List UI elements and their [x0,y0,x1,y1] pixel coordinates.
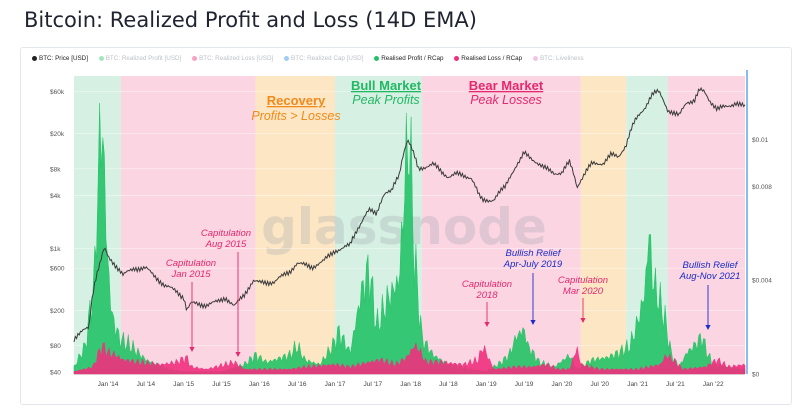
y-tick-label: $80 [50,343,61,350]
legend-dot [192,56,198,61]
annotation-cap2015aug-arrow-head [235,352,241,357]
x-tick-label: Jan '16 [249,381,270,388]
annotation-relief2019-line1: Bullish Relief [506,248,562,259]
phase-band-bear [120,76,256,374]
x-tick-label: Jan '14 [98,381,119,388]
legend-label: BTC: Realized Loss [USD] [199,55,274,62]
annotation-cap2015jan-line2: Jan 2015 [170,269,211,280]
x-tick-label: Jan '15 [173,381,194,388]
x-tick-label: Jul '20 [590,381,609,388]
y-tick-label: $40 [50,370,61,377]
annotation-cap2020-line1: Capitulation [558,275,608,286]
annotation-relief2019-line2: Apr-July 2019 [503,259,563,270]
y2-tick-label: $0.01 [752,137,769,144]
phase-band-bear [421,76,581,374]
price-series [73,86,746,343]
axes: $40 $80 $200 $600 $1k $4k $8k $20k $60k $0 $0.004 $… [50,70,772,388]
annotation-relief2021-line1: Bullish Relief [683,260,739,271]
annotation-relief2021-line2: Aug-Nov 2021 [679,271,741,282]
y-tick-label: $8k [50,166,61,173]
x-tick-label: Jul '17 [364,381,383,388]
phase-band-recovery [255,76,335,374]
legend-label: BTC: Realized Cap [USD] [291,55,364,62]
annotation-cap2020-line2: Mar 2020 [563,286,604,297]
legend-dot [32,56,37,61]
y2-tick-label: $0.008 [752,184,772,191]
phase-band-bear [667,76,745,374]
annotation-cap2020-arrow-head [580,318,586,323]
x-tick-label: Jan '18 [400,381,421,388]
legend-item-realized-profit[interactable]: BTC: Realized Profit [USD] [98,55,182,62]
x-tick-label: Jul '21 [666,381,685,388]
legend-item-price[interactable]: BTC: Price [USD] [32,55,88,62]
legend-dot [374,56,380,61]
annotation-cap2015jan-line1: Capitulation [166,258,216,269]
loss-rcap-area [73,341,746,375]
annotation-bull-subtitle: Peak Profits [352,93,419,107]
legend-dot [98,56,104,61]
phase-band-recovery [580,76,627,374]
legend-item-realized-cap[interactable]: BTC: Realized Cap [USD] [284,55,363,62]
annotation-relief2021-arrow-head [705,325,711,330]
legend-label: BTC: Realized Profit [USD] [105,55,182,62]
annotation-cap2018-arrow-head [484,322,490,327]
x-tick-label: Jul '14 [137,381,156,388]
annotation-bull-title: Bull Market [351,78,422,93]
y-tick-label: $60k [50,89,65,96]
annotation-relief2019-arrow-head [530,320,536,325]
annotation-cap2015aug-line1: Capitulation [201,228,251,239]
page-title: Bitcoin: Realized Profit and Loss (14D E… [24,8,477,32]
x-tick-label: Jan '17 [325,381,346,388]
y-tick-label: $1k [50,246,61,253]
y-tick-label: $4k [50,193,61,200]
annotation-cap2015aug-line2: Aug 2015 [205,239,247,250]
y-tick-label: $600 [50,266,65,273]
annotation-cap2018-line2: 2018 [475,290,498,301]
x-tick-label: Jul '19 [515,381,534,388]
x-tick-label: Jul '15 [212,381,231,388]
area-series [73,103,746,375]
legend-dot [454,56,460,61]
legend-label: Realised Profit / RCap [381,55,444,62]
x-tick-label: Jan '19 [476,381,497,388]
legend-item-liveliness[interactable]: BTC: Liveliness [532,55,584,62]
annotation-bear-subtitle: Peak Losses [470,93,542,107]
price-line [73,86,746,343]
annotation-recovery-title: Recovery [267,93,326,108]
x-tick-label: Jul '16 [288,381,307,388]
legend-dot [532,56,538,61]
legend-label: Realised Loss / RCap [461,55,523,62]
annotation-recovery-subtitle: Profits > Losses [251,109,340,123]
x-tick-label: Jan '20 [552,381,573,388]
x-tick-label: Jan '22 [703,381,724,388]
legend-label: BTC: Price [USD] [39,55,88,62]
annotation-bear-title: Bear Market [469,78,544,93]
y2-tick-label: $0 [752,372,760,379]
legend-item-realized-loss[interactable]: BTC: Realized Loss [USD] [192,55,273,62]
legend-item-loss-rcap[interactable]: Realised Loss / RCap [454,55,522,62]
legend-label: BTC: Liveliness [539,55,584,62]
y2-tick-label: $0.004 [752,278,772,285]
y-tick-label: $200 [50,308,65,315]
annotation-cap2018-line1: Capitulation [462,279,512,290]
annotation-arrows [189,252,711,357]
legend-item-profit-rcap[interactable]: Realised Profit / RCap [374,55,444,62]
x-tick-label: Jul '18 [439,381,458,388]
annotation-cap2015jan-arrow-head [189,347,195,352]
x-tick-label: Jan '21 [627,381,648,388]
y-tick-label: $20k [50,131,65,138]
chart-legend: BTC: Price [USD] BTC: Realized Profit [U… [32,55,593,69]
legend-dot [284,56,290,61]
